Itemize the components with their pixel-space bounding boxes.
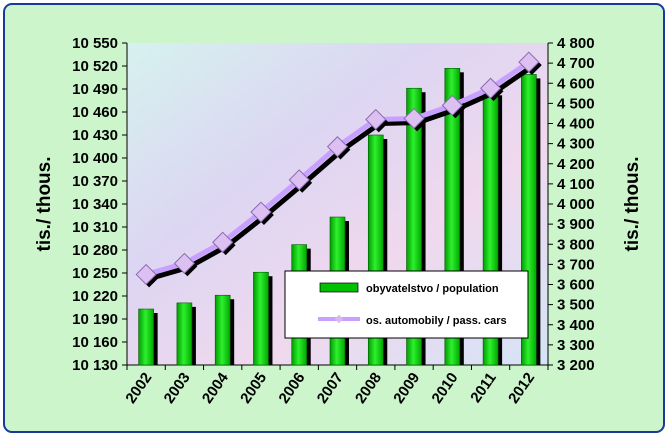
line-series bbox=[135, 51, 542, 288]
line-point-2010 bbox=[441, 94, 463, 116]
right-tick-label: 4 400 bbox=[557, 116, 595, 133]
legend-bar-label: obyvatelstvo / population bbox=[366, 283, 499, 295]
bar-2003 bbox=[176, 302, 193, 366]
right-tick-label: 3 500 bbox=[557, 297, 595, 314]
right-tick-label: 3 800 bbox=[557, 236, 595, 253]
left-tick-label: 10 370 bbox=[72, 173, 118, 190]
bar-2005 bbox=[253, 271, 269, 366]
line-point-2002 bbox=[135, 263, 157, 286]
right-tick-label: 4 600 bbox=[557, 75, 595, 92]
line-point-2003 bbox=[173, 252, 196, 274]
right-tick-label: 4 300 bbox=[557, 136, 595, 153]
right-tick-label: 4 500 bbox=[557, 95, 595, 112]
left-tick-label: 10 520 bbox=[72, 58, 118, 75]
right-axis-label: tis./ thous. bbox=[622, 157, 643, 252]
left-axis-ticks: 10 130 10 160 10 190 10 220 10 250 10 280 10 3… bbox=[72, 35, 127, 374]
left-tick-label: 10 310 bbox=[72, 219, 118, 236]
right-tick-label: 3 400 bbox=[557, 317, 595, 334]
left-tick-label: 10 460 bbox=[72, 104, 118, 121]
line-point-2006 bbox=[288, 169, 310, 191]
line-point-2011 bbox=[479, 77, 502, 99]
left-tick-label: 10 340 bbox=[72, 196, 118, 213]
left-tick-label: 10 550 bbox=[72, 35, 118, 52]
right-tick-label: 3 200 bbox=[557, 357, 595, 374]
right-tick-label: 4 200 bbox=[557, 156, 595, 173]
left-tick-label: 10 400 bbox=[72, 150, 118, 167]
legend: obyvatelstvo / population os. automobily… bbox=[284, 270, 529, 339]
left-tick-label: 10 220 bbox=[72, 288, 118, 305]
right-tick-label: 4 700 bbox=[557, 55, 595, 72]
bar-2004 bbox=[214, 294, 231, 366]
bar-2002 bbox=[138, 308, 154, 366]
left-tick-label: 10 130 bbox=[72, 357, 118, 374]
left-tick-label: 10 430 bbox=[72, 127, 118, 144]
line-point-2007 bbox=[326, 136, 349, 158]
left-tick-label: 10 280 bbox=[72, 242, 118, 259]
line-point-2004 bbox=[212, 231, 234, 253]
right-tick-label: 4 800 bbox=[557, 35, 595, 52]
x-axis-ticks: 2002 2003 2004 2005 2006 2007 2008 2009 2010 2011… bbox=[122, 365, 549, 407]
line-point-2005 bbox=[250, 201, 272, 223]
left-axis-label: tis./ thous. bbox=[34, 157, 55, 252]
right-axis-ticks: 3 200 3 300 3 400 3 500 3 600 3 700 3 800 3 900… bbox=[548, 35, 595, 374]
right-tick-label: 4 000 bbox=[557, 196, 595, 213]
right-tick-label: 3 600 bbox=[557, 277, 595, 294]
line-point-2009 bbox=[403, 107, 425, 130]
line-point-2012 bbox=[518, 51, 540, 73]
line-point-2008 bbox=[365, 108, 387, 131]
legend-line-label: os. automobily / pass. cars bbox=[366, 315, 507, 327]
left-tick-label: 10 490 bbox=[72, 81, 118, 98]
right-tick-label: 3 900 bbox=[557, 216, 595, 233]
left-tick-label: 10 160 bbox=[72, 334, 118, 351]
left-tick-label: 10 190 bbox=[72, 311, 118, 328]
legend-bar-swatch bbox=[319, 282, 359, 293]
left-tick-label: 10 250 bbox=[72, 265, 118, 282]
right-tick-label: 4 100 bbox=[557, 176, 595, 193]
right-tick-label: 3 300 bbox=[557, 337, 595, 354]
right-tick-label: 3 700 bbox=[557, 256, 595, 273]
